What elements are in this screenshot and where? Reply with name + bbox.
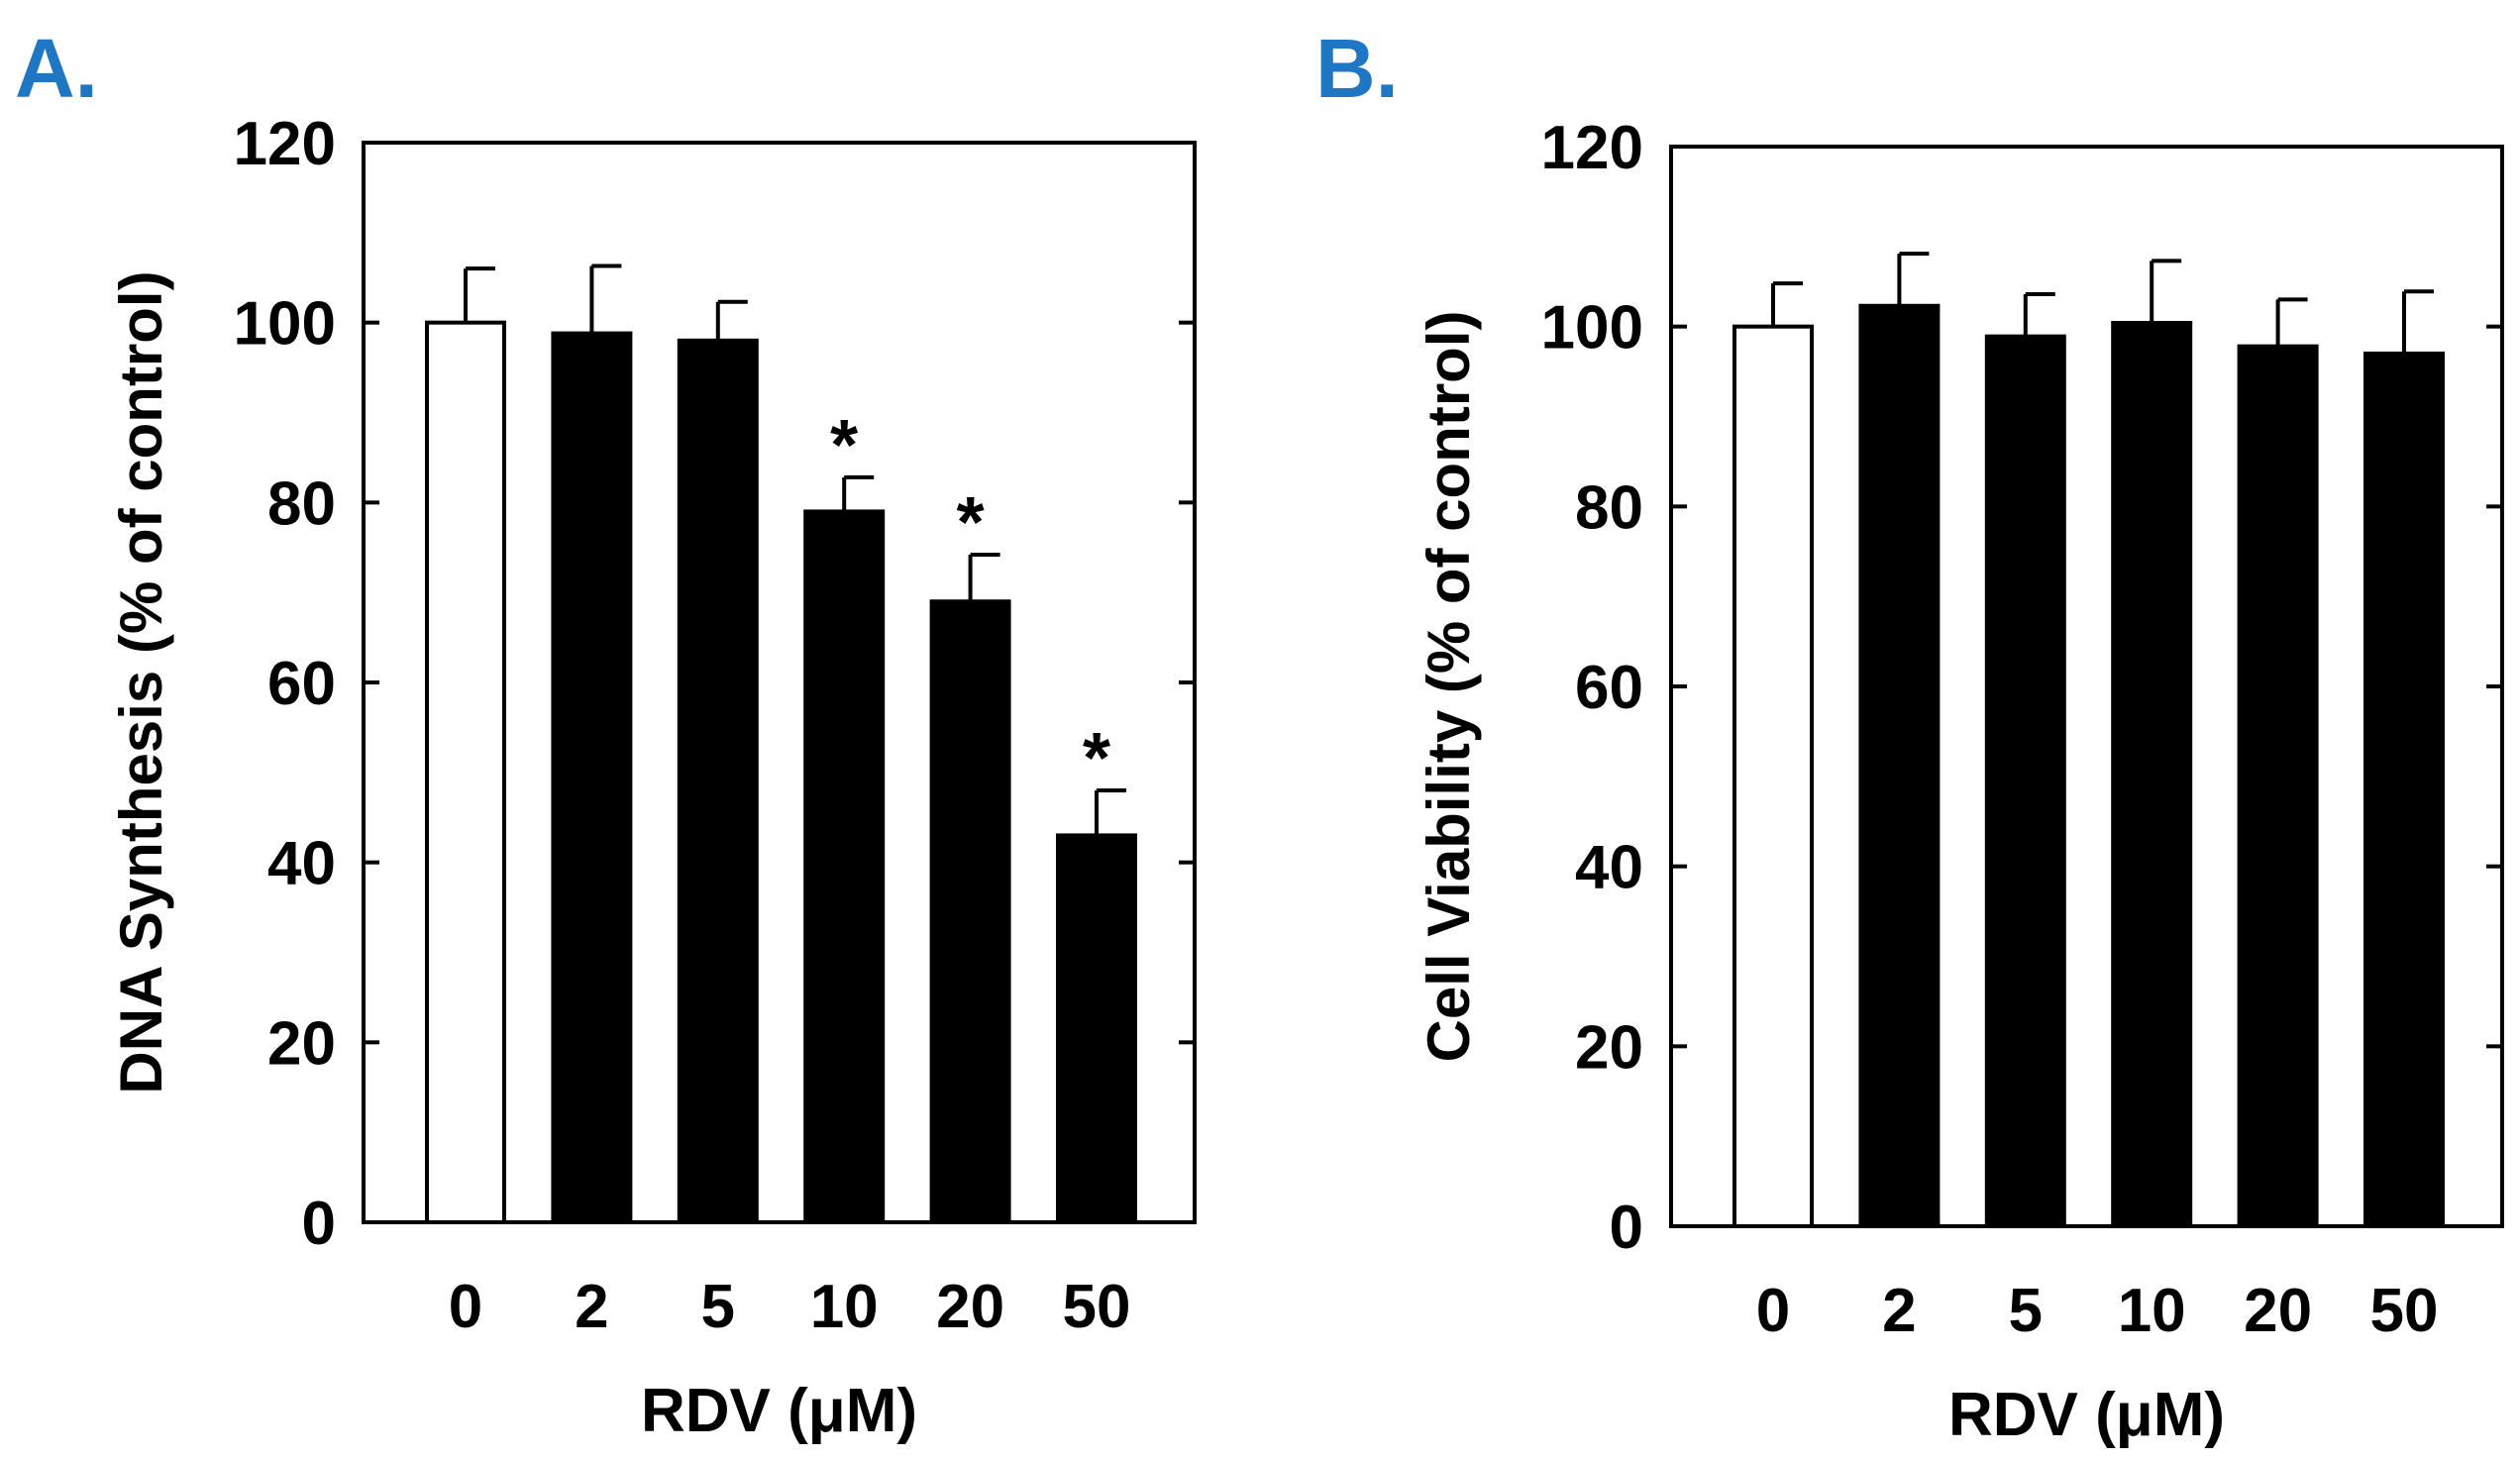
significance-marker: * — [1083, 719, 1110, 798]
y-tick-label: 80 — [267, 469, 336, 538]
bar — [1858, 303, 1941, 1228]
bar — [1984, 334, 2066, 1228]
y-tick-label: 40 — [1575, 834, 1643, 902]
bar — [2237, 344, 2319, 1228]
x-tick-label: 0 — [1756, 1277, 1790, 1345]
bar — [2111, 321, 2193, 1228]
x-tick-label: 20 — [936, 1273, 1004, 1341]
y-tick-label: 60 — [267, 650, 336, 718]
y-tick-label: 120 — [1541, 114, 1643, 182]
panel-label: B. — [1315, 22, 1399, 115]
bar — [2363, 351, 2445, 1228]
x-tick-label: 10 — [810, 1273, 879, 1341]
panel-label: A. — [15, 22, 98, 115]
x-tick-label: 5 — [2009, 1277, 2043, 1345]
panel-a-chart: A. 0 2 5 * 10 * 20 * 50 0 20 40 60 80 100 120 DNA Synthes… — [15, 22, 1197, 1445]
y-tick-label: 20 — [267, 1009, 336, 1078]
y-tick-label: 120 — [234, 110, 336, 178]
y-tick-label: 0 — [302, 1190, 336, 1258]
x-tick-label: 50 — [2370, 1277, 2439, 1345]
y-tick-label: 60 — [1575, 654, 1643, 722]
x-tick-label: 2 — [575, 1273, 608, 1341]
bar — [1732, 324, 1814, 1228]
panel-b-chart: B. 0 2 5 10 20 50 0 20 40 60 80 100 120 Cell Viability… — [1315, 22, 2504, 1449]
bar — [425, 320, 506, 1224]
x-axis-label: RDV (μM) — [641, 1377, 917, 1445]
y-tick-label: 80 — [1575, 473, 1643, 542]
x-tick-label: 5 — [701, 1273, 735, 1341]
bar — [1056, 833, 1137, 1225]
significance-marker: * — [957, 483, 985, 563]
significance-marker: * — [830, 406, 858, 485]
bar — [929, 599, 1011, 1224]
bar — [551, 331, 633, 1225]
x-tick-label: 2 — [1882, 1277, 1916, 1345]
x-tick-label: 10 — [2118, 1277, 2186, 1345]
x-tick-label: 20 — [2244, 1277, 2312, 1345]
y-tick-label: 100 — [1541, 294, 1643, 363]
y-axis-label: DNA Synthesis (% of control) — [108, 270, 174, 1094]
x-tick-label: 50 — [1063, 1273, 1131, 1341]
x-axis-label: RDV (μM) — [1948, 1381, 2225, 1449]
y-axis-label: Cell Viability (% of control) — [1416, 311, 1482, 1063]
bar — [803, 509, 886, 1224]
y-tick-label: 40 — [267, 830, 336, 898]
x-tick-label: 0 — [449, 1273, 482, 1341]
y-tick-label: 0 — [1610, 1194, 1643, 1262]
y-tick-label: 20 — [1575, 1013, 1643, 1082]
bar — [677, 338, 759, 1225]
y-tick-label: 100 — [234, 290, 336, 359]
